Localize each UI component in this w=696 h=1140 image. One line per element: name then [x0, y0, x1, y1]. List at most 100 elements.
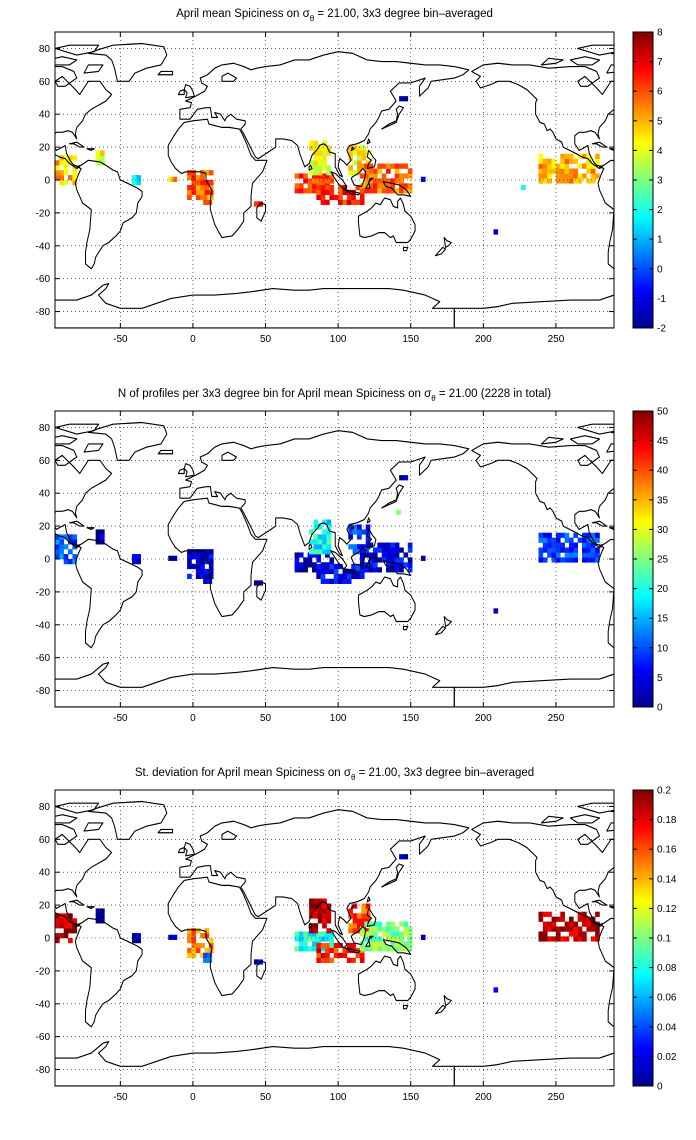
data-cell	[547, 921, 552, 927]
data-cell	[200, 559, 205, 565]
data-cell	[348, 923, 353, 929]
data-cell	[368, 562, 374, 568]
data-cell	[204, 568, 210, 575]
data-cell	[386, 163, 391, 169]
data-cell	[313, 549, 319, 555]
data-cell	[352, 524, 358, 530]
data-cell	[595, 936, 600, 942]
data-cell	[590, 921, 596, 927]
data-cell	[403, 854, 409, 860]
data-cell	[595, 532, 600, 538]
data-cell	[586, 163, 592, 169]
data-cell	[95, 908, 101, 914]
data-cell	[407, 557, 413, 563]
chart-panel-3: St. deviation for April mean Spiciness o…	[36, 767, 677, 1103]
data-cell	[352, 160, 358, 166]
data-cell	[68, 918, 73, 924]
data-cell	[365, 903, 371, 909]
colorbar-tick-label: 6	[657, 87, 663, 98]
data-cell	[316, 552, 322, 558]
data-cell	[390, 926, 396, 932]
data-cell	[595, 926, 600, 932]
data-cell	[538, 547, 544, 553]
colorbar: 0 5 10 15 20 25 30 35 40 45 50	[632, 407, 669, 714]
data-cells	[55, 854, 600, 993]
data-cell	[352, 549, 358, 555]
data-cell	[100, 908, 105, 914]
y-tick-label: -80	[36, 686, 51, 697]
x-tick-label: 100	[330, 1092, 347, 1103]
data-cell	[320, 199, 326, 205]
data-cell	[555, 163, 561, 169]
data-cell	[355, 573, 361, 580]
data-cell	[568, 552, 574, 558]
data-cell	[573, 921, 579, 927]
data-cell	[322, 150, 327, 156]
data-cell	[555, 168, 561, 174]
data-cell	[131, 175, 137, 181]
data-cell	[348, 145, 353, 151]
x-tick-label: 0	[190, 1092, 196, 1103]
data-cell	[368, 557, 374, 563]
data-cell	[195, 180, 201, 186]
data-cell	[322, 539, 327, 545]
data-cell	[364, 567, 369, 573]
y-tick-label: -40	[36, 999, 51, 1010]
data-cell	[348, 165, 353, 171]
data-cell	[372, 921, 378, 927]
data-cell	[298, 567, 304, 573]
data-cell	[364, 946, 369, 952]
data-cell	[586, 921, 592, 927]
data-cell	[338, 942, 343, 949]
data-cell	[361, 145, 367, 151]
data-cell	[313, 923, 319, 929]
colorbar-tick-label: 0	[657, 703, 663, 714]
data-cell	[320, 578, 326, 584]
data-cell	[72, 539, 78, 545]
data-cell	[100, 529, 105, 535]
data-cell	[352, 923, 358, 929]
data-cell	[95, 539, 101, 545]
colorbar-tick-label: 0.06	[657, 993, 677, 1004]
data-cell	[403, 921, 409, 927]
data-cell	[303, 188, 308, 194]
data-cell	[586, 532, 592, 538]
data-cell	[568, 557, 574, 563]
data-cell	[63, 913, 69, 919]
data-cell	[551, 557, 557, 563]
data-cell	[394, 931, 400, 937]
data-cell	[191, 189, 197, 196]
data-cell	[322, 140, 327, 146]
data-cell	[72, 918, 78, 924]
data-cell	[359, 552, 365, 558]
colorbar-tick-label: 0.02	[657, 1052, 677, 1063]
data-cell	[582, 537, 587, 543]
data-cell	[55, 918, 60, 924]
title-text-after: = 21.00, 3x3 degree bin–averaged	[314, 8, 493, 20]
data-cell	[191, 928, 197, 934]
data-cell	[586, 916, 592, 922]
data-cell	[333, 942, 339, 949]
y-tick-label: 80	[39, 423, 51, 434]
data-cell	[342, 199, 348, 205]
data-cell	[322, 145, 327, 151]
data-cell	[333, 194, 339, 201]
data-cell	[542, 168, 548, 174]
data-cell	[568, 537, 574, 543]
data-cell	[359, 931, 365, 937]
data-cell	[538, 532, 544, 538]
data-cell	[68, 938, 73, 944]
colorbar-tick-label: -2	[657, 324, 666, 335]
grid	[55, 790, 614, 1086]
axis-ticks: -50 0 50 100 150 200 250 -80 -60 -40 -20 0 20 40 60 80	[36, 790, 614, 1103]
data-cell	[542, 921, 548, 927]
data-cell	[372, 926, 378, 932]
data-cell	[394, 547, 400, 553]
plot-background	[55, 790, 614, 1086]
x-tick-label: 100	[330, 334, 347, 345]
data-cell	[364, 168, 369, 174]
data-cell	[333, 947, 339, 954]
colorbar-tick-label: 7	[657, 57, 663, 68]
colorbar-tick-label: 0.1	[657, 934, 671, 945]
data-cell	[322, 165, 327, 171]
